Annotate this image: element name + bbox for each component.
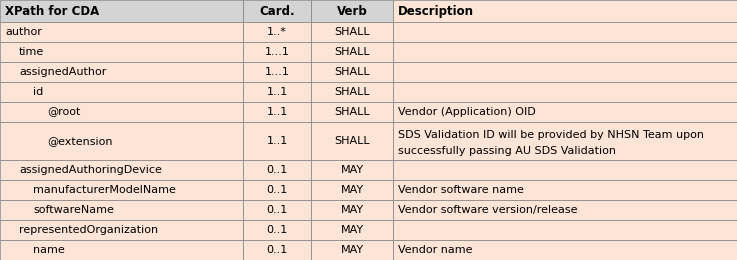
Bar [393, 122, 737, 160]
Bar [311, 200, 393, 220]
Bar [243, 82, 311, 102]
Text: SHALL: SHALL [334, 107, 370, 117]
Bar [311, 180, 393, 200]
Bar [0, 122, 243, 160]
Bar [243, 200, 311, 220]
Text: 1..*: 1..* [267, 27, 287, 37]
Bar [393, 0, 737, 22]
Bar [311, 122, 393, 160]
Text: @root: @root [47, 107, 80, 117]
Text: successfully passing AU SDS Validation: successfully passing AU SDS Validation [398, 146, 616, 156]
Bar [393, 82, 737, 102]
Text: name: name [33, 245, 65, 255]
Bar [393, 160, 737, 180]
Text: MAY: MAY [340, 225, 363, 235]
Text: 0..1: 0..1 [266, 185, 287, 195]
Bar [393, 102, 737, 122]
Bar [393, 240, 737, 260]
Bar [393, 42, 737, 62]
Bar [243, 0, 311, 22]
Bar [243, 22, 311, 42]
Text: SDS Validation ID will be provided by NHSN Team upon: SDS Validation ID will be provided by NH… [398, 129, 704, 140]
Bar [311, 160, 393, 180]
Text: MAY: MAY [340, 245, 363, 255]
Bar [0, 42, 243, 62]
Bar [0, 102, 243, 122]
Bar [311, 42, 393, 62]
Bar [0, 22, 243, 42]
Text: Description: Description [398, 5, 474, 18]
Bar [243, 122, 311, 160]
Text: @extension: @extension [47, 136, 113, 146]
Text: 1...1: 1...1 [265, 67, 290, 77]
Bar [311, 22, 393, 42]
Text: SHALL: SHALL [334, 27, 370, 37]
Text: manufacturerModelName: manufacturerModelName [33, 185, 176, 195]
Text: id: id [33, 87, 43, 97]
Bar [311, 220, 393, 240]
Bar [243, 220, 311, 240]
Text: SHALL: SHALL [334, 47, 370, 57]
Bar [0, 200, 243, 220]
Bar [0, 62, 243, 82]
Text: assignedAuthoringDevice: assignedAuthoringDevice [19, 165, 162, 175]
Text: time: time [19, 47, 44, 57]
Text: SHALL: SHALL [334, 136, 370, 146]
Text: Vendor software version/release: Vendor software version/release [398, 205, 578, 215]
Text: MAY: MAY [340, 165, 363, 175]
Bar [393, 62, 737, 82]
Bar [243, 160, 311, 180]
Bar [0, 160, 243, 180]
Text: Vendor software name: Vendor software name [398, 185, 524, 195]
Bar [243, 102, 311, 122]
Text: softwareName: softwareName [33, 205, 114, 215]
Text: MAY: MAY [340, 205, 363, 215]
Text: Vendor (Application) OID: Vendor (Application) OID [398, 107, 536, 117]
Text: Vendor name: Vendor name [398, 245, 472, 255]
Bar [311, 0, 393, 22]
Bar [393, 22, 737, 42]
Text: Verb: Verb [337, 5, 367, 18]
Text: SHALL: SHALL [334, 87, 370, 97]
Bar [0, 180, 243, 200]
Bar [311, 240, 393, 260]
Bar [0, 82, 243, 102]
Text: assignedAuthor: assignedAuthor [19, 67, 106, 77]
Bar [243, 62, 311, 82]
Bar [0, 0, 243, 22]
Text: 0..1: 0..1 [266, 225, 287, 235]
Text: representedOrganization: representedOrganization [19, 225, 158, 235]
Text: Card.: Card. [259, 5, 295, 18]
Text: MAY: MAY [340, 185, 363, 195]
Bar [243, 240, 311, 260]
Bar [311, 82, 393, 102]
Bar [393, 220, 737, 240]
Text: author: author [5, 27, 42, 37]
Text: SHALL: SHALL [334, 67, 370, 77]
Text: 0..1: 0..1 [266, 205, 287, 215]
Bar [311, 62, 393, 82]
Bar [0, 240, 243, 260]
Bar [0, 220, 243, 240]
Text: 1..1: 1..1 [266, 107, 287, 117]
Bar [393, 180, 737, 200]
Bar [311, 102, 393, 122]
Bar [393, 200, 737, 220]
Text: 0..1: 0..1 [266, 165, 287, 175]
Text: 1..1: 1..1 [266, 136, 287, 146]
Bar [243, 42, 311, 62]
Text: XPath for CDA: XPath for CDA [5, 5, 99, 18]
Text: 1..1: 1..1 [266, 87, 287, 97]
Text: 0..1: 0..1 [266, 245, 287, 255]
Text: 1...1: 1...1 [265, 47, 290, 57]
Bar [243, 180, 311, 200]
